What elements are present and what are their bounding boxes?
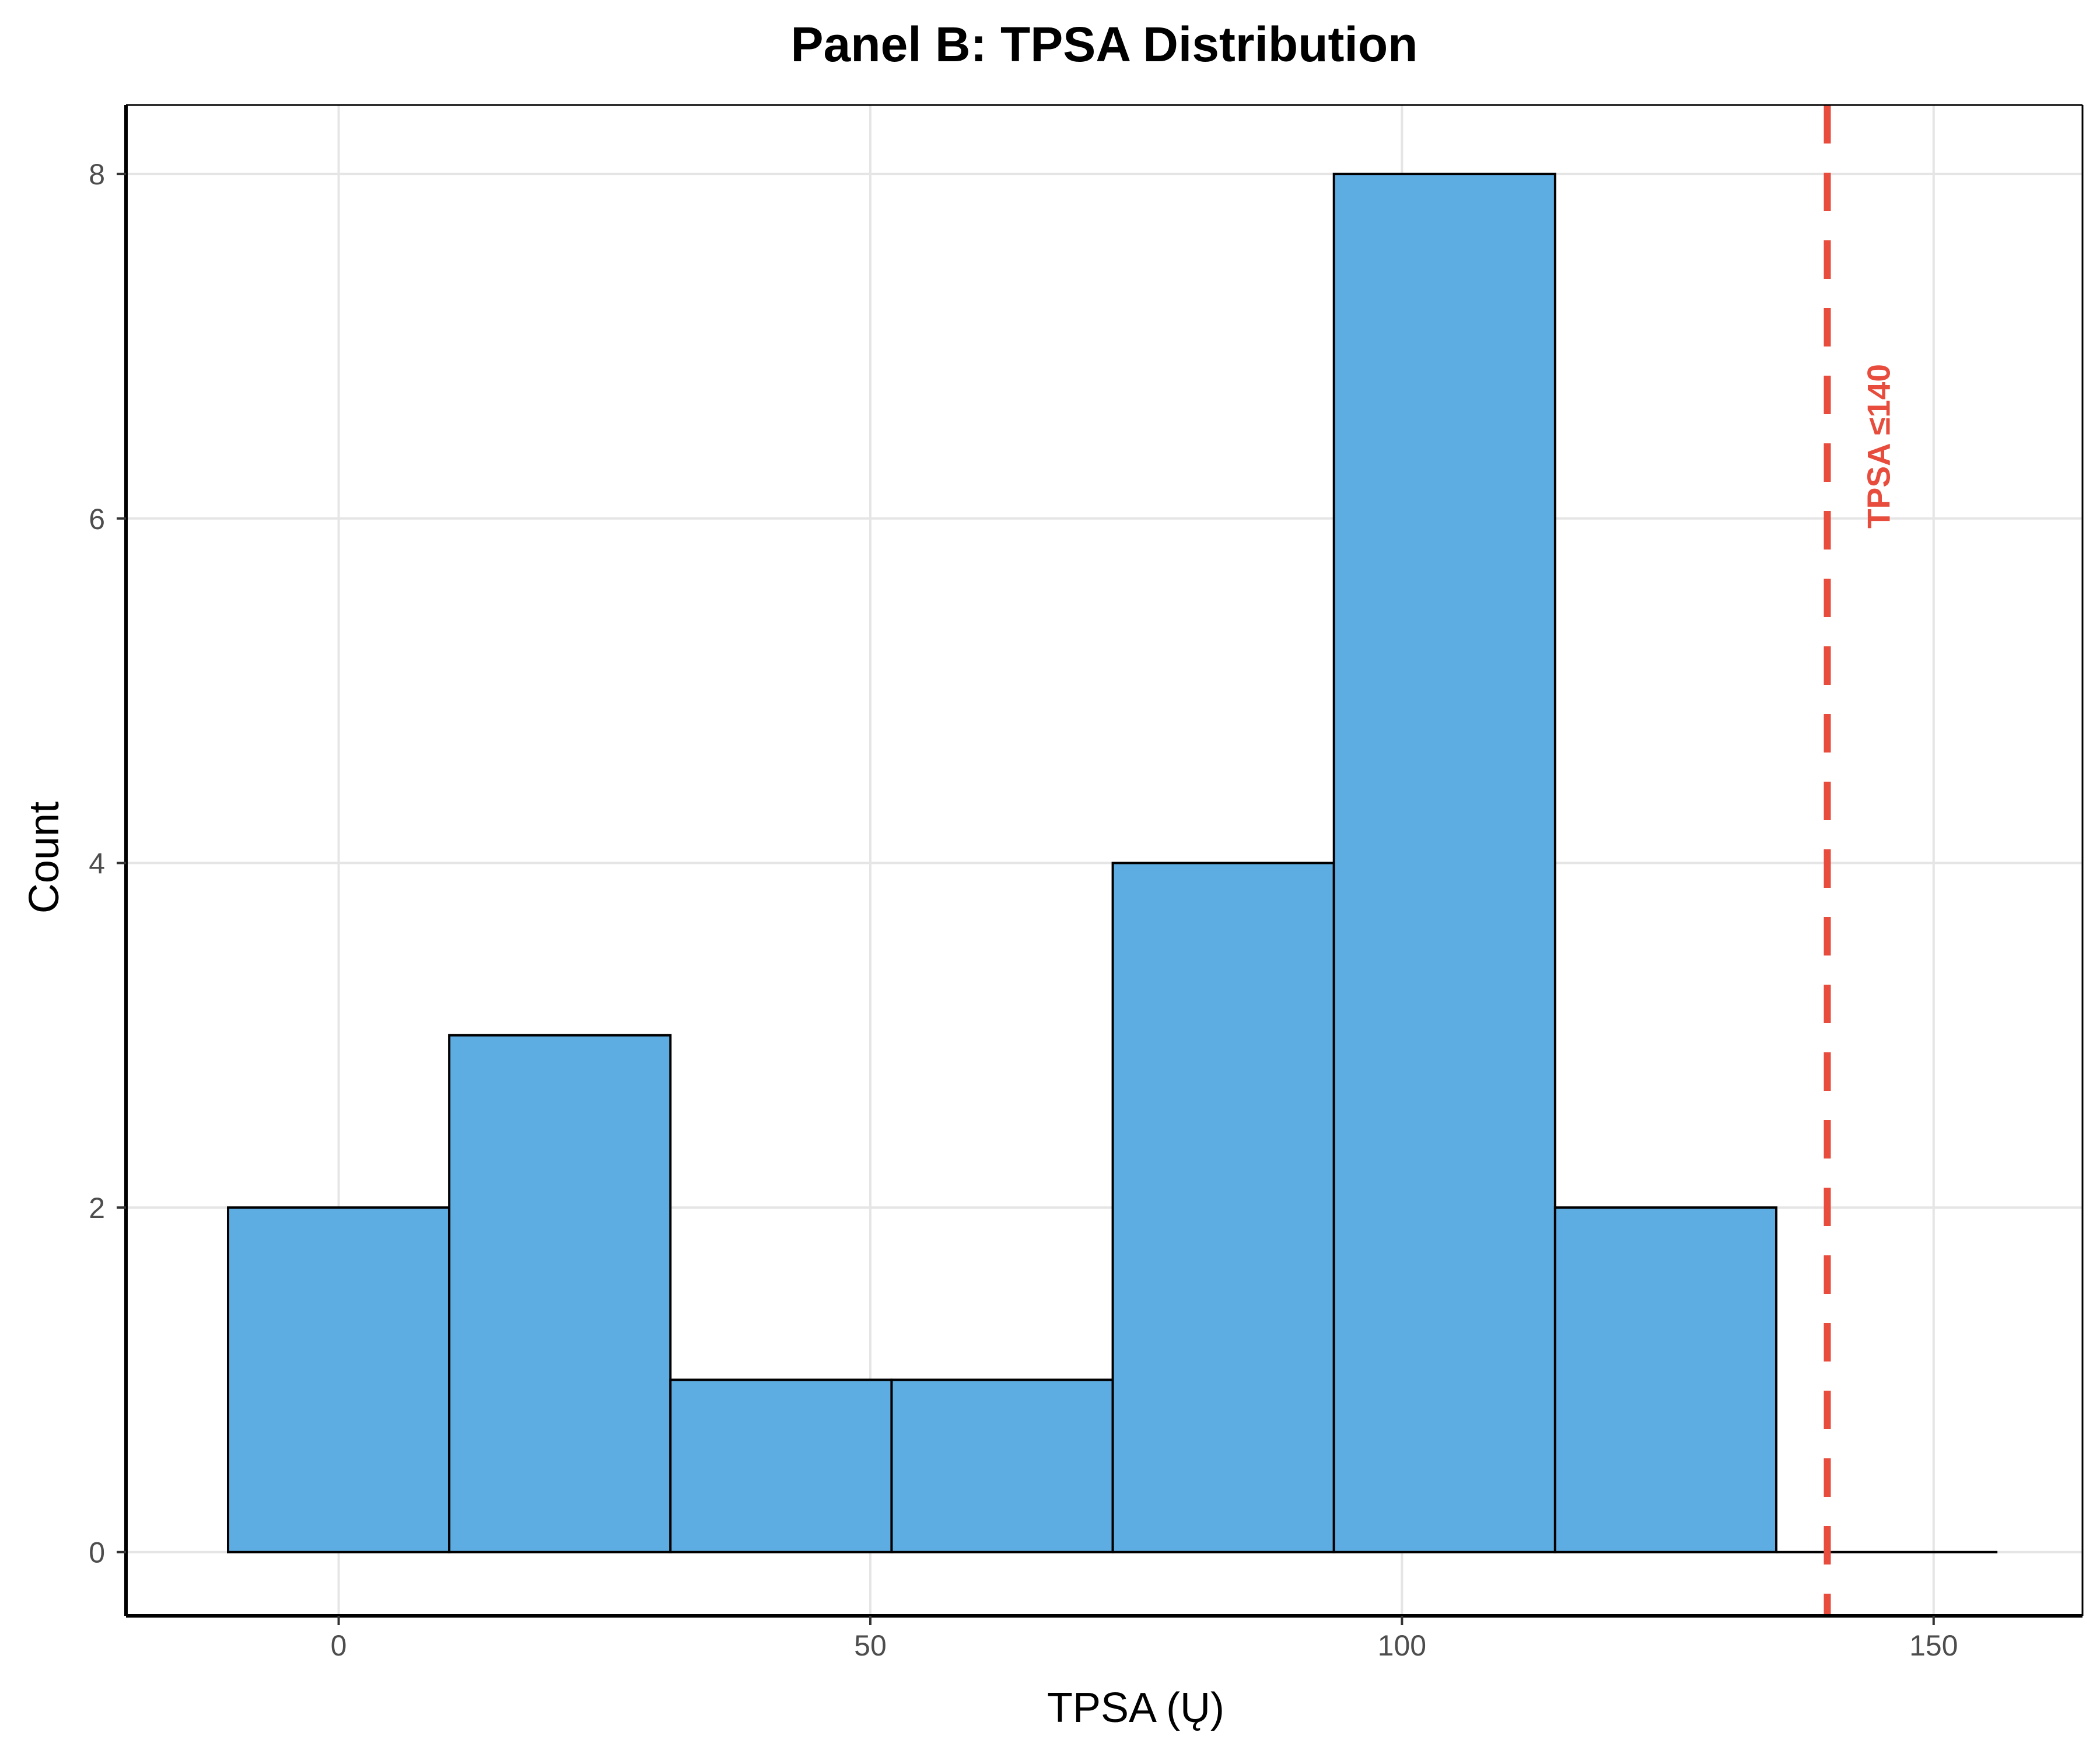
x-axis-label: TPSA (Ų): [1047, 1685, 1224, 1731]
histogram-bars: [226, 173, 1998, 1553]
y-tick-label: 4: [89, 847, 105, 880]
histogram-bar-6: [1332, 173, 1556, 1553]
y-tick-label: 8: [89, 158, 105, 191]
histogram-bar-5: [1111, 862, 1335, 1553]
histogram-bar-1: [226, 1206, 451, 1553]
y-axis-label: Count: [21, 802, 68, 914]
histogram-bar-3: [669, 1378, 893, 1553]
chart-title: Panel B: TPSA Distribution: [791, 17, 1418, 72]
x-axis-ticks: 0 50 100 150: [331, 1616, 1958, 1662]
x-tick-label: 100: [1378, 1629, 1426, 1662]
histogram-bar-4: [890, 1378, 1114, 1553]
axes: [124, 104, 2084, 1618]
reference-line-label: TPSA ≤140: [1861, 364, 1897, 528]
x-tick-label: 50: [854, 1629, 887, 1662]
y-tick-label: 6: [89, 503, 105, 536]
y-tick-label: 2: [89, 1192, 105, 1224]
reference-line-group: TPSA ≤140: [1824, 105, 1897, 1616]
x-tick-label: 150: [1909, 1629, 1958, 1662]
histogram-bar-7: [1553, 1206, 1778, 1553]
histogram-bar-2: [448, 1034, 672, 1553]
y-tick-label: 0: [89, 1536, 105, 1569]
x-tick-label: 0: [331, 1629, 347, 1662]
y-axis-ticks: 0 2 4 6 8: [89, 158, 126, 1569]
